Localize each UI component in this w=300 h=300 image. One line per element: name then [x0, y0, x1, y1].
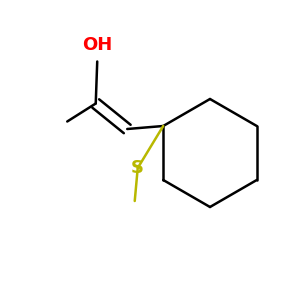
Text: S: S — [131, 159, 144, 177]
Text: OH: OH — [82, 36, 112, 54]
